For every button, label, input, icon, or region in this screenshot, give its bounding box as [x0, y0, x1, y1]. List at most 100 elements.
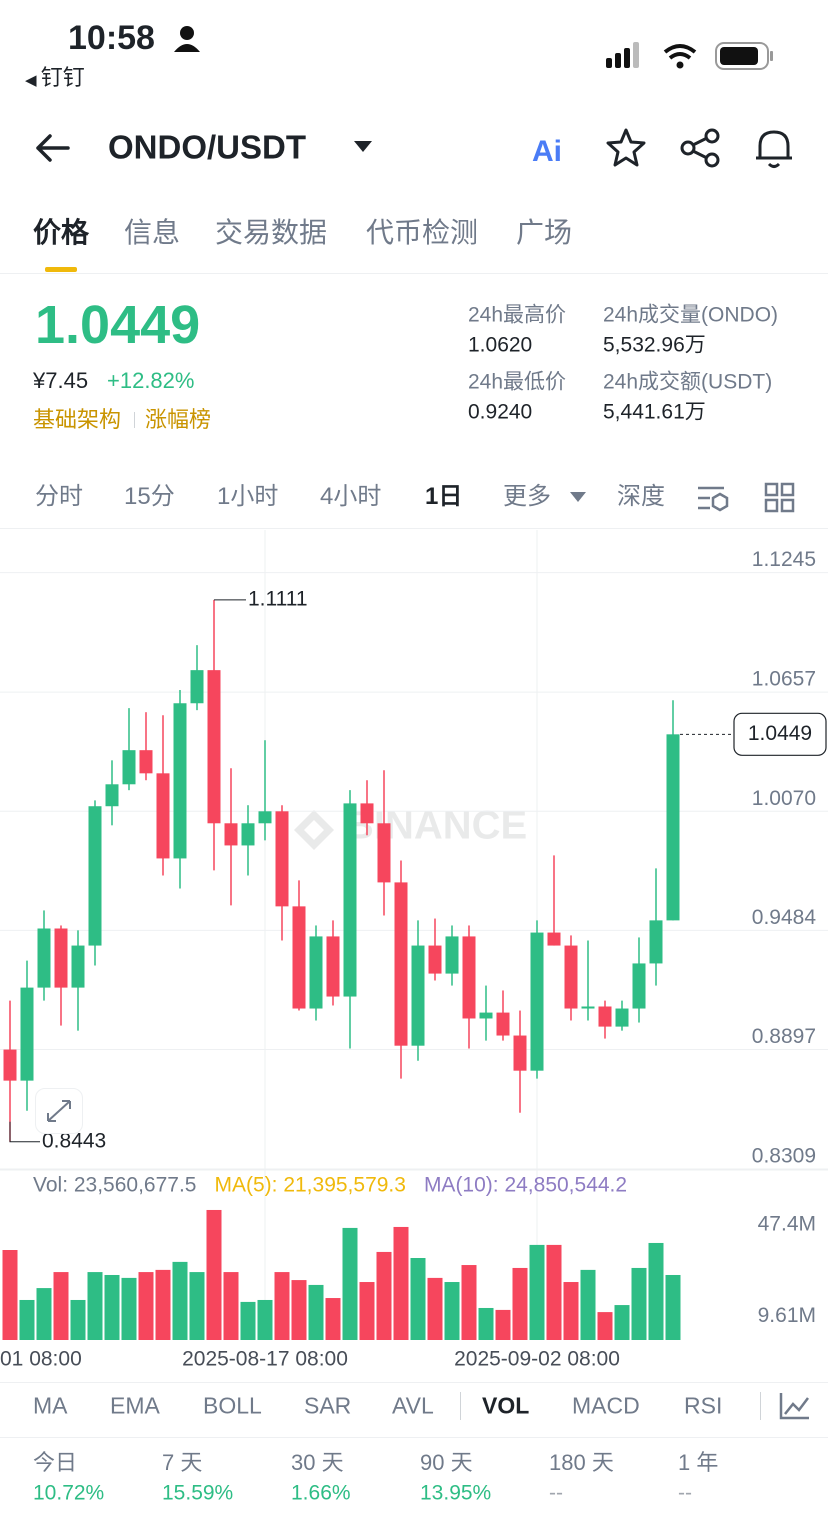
stat-value: 5,532.96万: [603, 333, 706, 357]
volume-info: Vol: 23,560,677.5: [33, 1174, 196, 1197]
volume-bar: [104, 1274, 120, 1340]
candle-body: [241, 823, 255, 846]
expand-button[interactable]: [35, 1088, 83, 1134]
settings-icon[interactable]: [698, 486, 729, 512]
nav-icons: [606, 128, 792, 168]
candle-body: [309, 936, 323, 1009]
tab[interactable]: 代币检测: [366, 217, 479, 248]
volume-bar: [206, 1209, 222, 1340]
bell-icon[interactable]: [756, 130, 792, 168]
y-tick-label: 0.9484: [752, 906, 817, 929]
volume-bar: [665, 1274, 681, 1340]
candle-body: [224, 823, 238, 846]
volume-bar: [172, 1261, 188, 1340]
volume-bar: [70, 1299, 86, 1340]
back-app[interactable]: ◀ 钉钉: [25, 65, 85, 90]
y-tick-label: 0.8897: [752, 1025, 816, 1048]
stat-label: 24h成交额(USDT): [603, 370, 773, 394]
volume-bar: [53, 1272, 69, 1340]
candle-body: [394, 882, 408, 1046]
interval[interactable]: 15分: [124, 483, 175, 510]
volume-bar: [631, 1267, 647, 1340]
tab[interactable]: 广场: [516, 217, 573, 248]
volume-info: MA(10): 24,850,544.2: [424, 1174, 627, 1197]
volume-bar: [325, 1298, 341, 1340]
volume-bar: [36, 1288, 52, 1340]
volume-bar: [240, 1301, 256, 1340]
volume-bar: [257, 1299, 273, 1340]
candle-body: [258, 811, 272, 824]
volume-bar: [121, 1277, 137, 1340]
y-tick-label: 0.8309: [752, 1145, 816, 1168]
candle-body: [360, 803, 374, 824]
interval[interactable]: 1日: [425, 483, 463, 510]
divider: [0, 528, 828, 529]
interval[interactable]: 深度: [617, 483, 665, 510]
divider: [760, 1392, 761, 1420]
ai-button[interactable]: Ai: [532, 135, 562, 168]
candle-body: [666, 734, 680, 921]
volume-bar: [138, 1272, 154, 1340]
interval[interactable]: 4小时: [320, 483, 382, 510]
candle-body: [88, 806, 102, 946]
volume-bar: [359, 1282, 375, 1340]
indicator[interactable]: EMA: [110, 1392, 160, 1419]
x-tick-label: 2025-08-17 08:00: [182, 1348, 348, 1371]
indicator[interactable]: RSI: [684, 1392, 723, 1419]
tab[interactable]: 价格: [33, 217, 90, 248]
volume-bar: [546, 1244, 562, 1340]
high-label: 1.1111: [248, 587, 308, 610]
indicator[interactable]: BOLL: [203, 1392, 262, 1419]
candle-body: [428, 945, 442, 974]
candle-body: [156, 773, 170, 859]
back-app-label: 钉钉: [40, 65, 85, 90]
pair-title[interactable]: ONDO/USDT: [108, 128, 306, 166]
watermark-logo: [294, 810, 334, 850]
candle-body: [173, 703, 187, 859]
indicator[interactable]: MACD: [572, 1392, 640, 1419]
volume-bar: [648, 1242, 664, 1340]
pair-dropdown[interactable]: [352, 138, 376, 156]
candle-body: [3, 1049, 17, 1081]
tab[interactable]: 交易数据: [215, 217, 328, 248]
low-label: 0.8443: [42, 1129, 106, 1152]
interval[interactable]: 分时: [35, 483, 83, 510]
stat-label: 24h成交量(ONDO): [603, 303, 779, 327]
star-icon[interactable]: [606, 128, 646, 167]
candle-body: [71, 945, 85, 988]
volume-bar: [155, 1269, 171, 1340]
person-icon: [174, 26, 200, 52]
more-dropdown[interactable]: [568, 490, 590, 504]
share-icon[interactable]: [680, 128, 720, 168]
volume-bar: [223, 1272, 239, 1340]
tab[interactable]: 信息: [124, 217, 181, 248]
tag[interactable]: 涨幅榜: [145, 407, 212, 432]
tag[interactable]: 基础架构: [33, 407, 122, 432]
interval[interactable]: 1小时: [217, 483, 279, 510]
indicator[interactable]: SAR: [304, 1392, 352, 1419]
indicator-settings[interactable]: [778, 1390, 812, 1422]
volume-bar: [19, 1299, 35, 1340]
period-value: 1.66%: [291, 1481, 351, 1505]
volume-bar: [2, 1250, 18, 1340]
volume-bar: [410, 1258, 426, 1340]
tab-indicator: [45, 267, 77, 272]
stat-label: 24h最低价: [468, 370, 567, 394]
indicator[interactable]: VOL: [482, 1392, 530, 1419]
indicator[interactable]: MA: [33, 1392, 68, 1419]
period-label: 今日: [33, 1450, 78, 1475]
low-marker: [9, 1121, 40, 1143]
layout-icon[interactable]: [764, 482, 795, 513]
cny-price: ¥7.45: [33, 368, 89, 393]
volume-bar: [87, 1272, 103, 1340]
interval[interactable]: 更多: [503, 483, 551, 510]
period-label: 90 天: [420, 1450, 473, 1475]
volume-bar: [189, 1272, 205, 1340]
indicator[interactable]: AVL: [392, 1392, 434, 1419]
volume-bar: [427, 1277, 443, 1340]
volume-bar: [444, 1282, 460, 1340]
volume-tick-label: 47.4M: [758, 1213, 816, 1236]
back-button[interactable]: [30, 128, 74, 168]
price-change: +12.82%: [107, 368, 195, 393]
